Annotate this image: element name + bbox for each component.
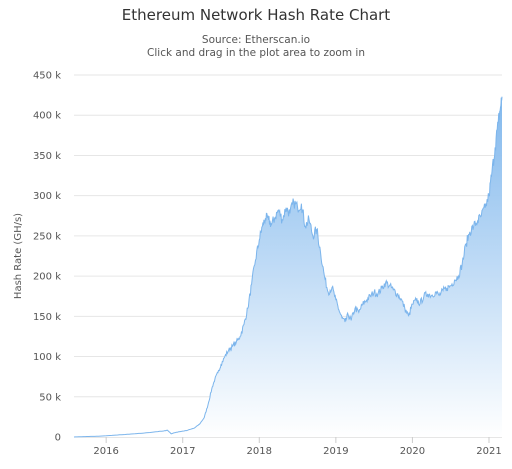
y-tick-label: 350 k (33, 151, 61, 162)
y-tick-label: 300 k (33, 191, 61, 202)
x-tick-label: 2021 (476, 446, 501, 457)
x-tick-label: 2016 (93, 446, 118, 457)
x-tick-label: 2018 (247, 446, 272, 457)
y-tick-label: 250 k (33, 231, 61, 242)
y-axis-title: Hash Rate (GH/s) (13, 213, 24, 299)
y-tick-label: 400 k (33, 111, 61, 122)
x-tick-label: 2017 (170, 446, 195, 457)
chart-source: Source: Etherscan.io (201, 34, 311, 46)
chart-zoom-hint: Click and drag in the plot area to zoom … (147, 47, 365, 59)
y-tick-label: 450 k (33, 71, 61, 82)
x-tick-label: 2020 (400, 446, 425, 457)
y-tick-label: 50 k (39, 392, 61, 403)
hash-rate-area (74, 96, 502, 437)
hash-rate-line[interactable] (73, 96, 503, 438)
x-tick-label: 2019 (323, 446, 348, 457)
chart-title: Ethereum Network Hash Rate Chart (121, 6, 391, 24)
y-tick-label: 150 k (33, 312, 61, 323)
y-tick-label: 100 k (33, 352, 61, 363)
y-tick-label: 0 (55, 433, 61, 444)
y-tick-label: 200 k (33, 272, 61, 283)
